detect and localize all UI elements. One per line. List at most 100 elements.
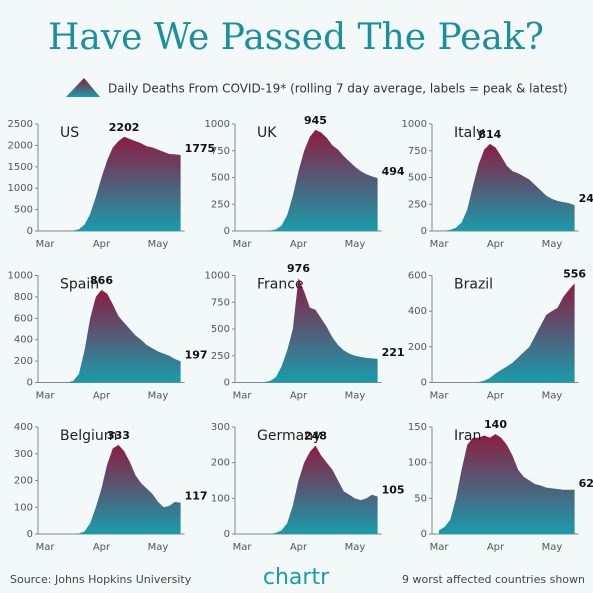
area (242, 445, 378, 534)
y-tick-label: 200 (14, 356, 33, 367)
y-tick-label: 0 (421, 529, 427, 540)
country-name: Germany (257, 428, 321, 444)
peak-label: 866 (90, 274, 113, 287)
y-tick-label: 600 (14, 313, 33, 324)
y-tick-label: 0 (224, 226, 230, 237)
y-tick-label: 600 (408, 271, 427, 282)
latest-label: 62 (579, 477, 593, 490)
y-tick-label: 150 (408, 422, 427, 433)
x-tick-label: Apr (487, 391, 505, 402)
y-tick-label: 750 (408, 146, 427, 157)
x-tick-label: Mar (36, 391, 56, 402)
y-tick-label: 500 (211, 324, 230, 335)
peak-label: 333 (107, 429, 130, 442)
y-tick-label: 200 (408, 342, 427, 353)
latest-label: 117 (185, 490, 208, 503)
x-tick-label: May (148, 542, 169, 553)
x-tick-label: Mar (233, 391, 253, 402)
x-tick-label: May (148, 391, 169, 402)
y-tick-label: 0 (224, 529, 230, 540)
x-tick-label: Apr (93, 542, 111, 553)
y-tick-label: 500 (408, 173, 427, 184)
y-tick-label: 750 (211, 146, 230, 157)
small-multiple: 0 250 500 750 1000 Mar Apr May France 976 221 (205, 262, 405, 401)
y-tick-label: 250 (211, 199, 230, 210)
latest-label: 221 (382, 346, 405, 359)
note: 9 worst affected countries shown (402, 573, 585, 586)
x-tick-label: Mar (36, 542, 56, 553)
x-tick-label: Mar (430, 542, 450, 553)
x-tick-label: May (345, 542, 366, 553)
y-tick-label: 400 (14, 335, 33, 346)
latest-label: 241 (579, 192, 593, 205)
x-tick-label: Apr (93, 239, 111, 250)
brand: chartr (263, 565, 330, 590)
y-tick-label: 2000 (8, 140, 33, 151)
source: Source: Johns Hopkins University (10, 573, 192, 586)
country-name: US (60, 125, 79, 141)
y-tick-label: 300 (14, 449, 33, 460)
country-name: Brazil (454, 277, 493, 293)
peak-label: 814 (478, 128, 501, 141)
x-tick-label: May (345, 391, 366, 402)
x-tick-label: May (345, 239, 366, 250)
x-tick-label: May (148, 239, 169, 250)
x-tick-label: Apr (487, 542, 505, 553)
y-tick-label: 2500 (8, 119, 33, 130)
y-tick-label: 250 (408, 199, 427, 210)
y-tick-label: 750 (211, 297, 230, 308)
y-tick-label: 400 (14, 422, 33, 433)
country-name: France (257, 277, 304, 293)
peak-label: 556 (563, 267, 586, 280)
y-tick-label: 1000 (205, 271, 230, 282)
y-tick-label: 0 (27, 378, 33, 389)
small-multiple: 0 200 400 600 Mar Apr May Brazil 556 (408, 267, 587, 401)
area (242, 278, 378, 383)
y-tick-label: 1000 (8, 183, 33, 194)
x-tick-label: Apr (487, 239, 505, 250)
x-tick-label: May (542, 391, 563, 402)
y-tick-label: 1000 (402, 119, 427, 130)
y-tick-label: 200 (14, 476, 33, 487)
peak-label: 945 (304, 114, 327, 127)
y-tick-label: 1000 (8, 271, 33, 282)
latest-label: 494 (382, 165, 405, 178)
small-multiple: 0 250 500 750 1000 Mar Apr May UK 945 494 (205, 114, 405, 250)
x-tick-label: Apr (290, 391, 308, 402)
x-tick-label: Mar (233, 239, 253, 250)
area (45, 136, 181, 231)
country-name: Italy (454, 125, 484, 141)
country-name: Iran (454, 428, 481, 444)
x-tick-label: Apr (290, 542, 308, 553)
area (242, 129, 378, 231)
y-tick-label: 500 (14, 205, 33, 216)
latest-label: 105 (382, 484, 405, 497)
y-tick-label: 1000 (205, 119, 230, 130)
y-tick-label: 100 (14, 502, 33, 513)
country-name: Spain (60, 277, 99, 293)
y-tick-label: 0 (224, 378, 230, 389)
peak-label: 248 (304, 430, 327, 443)
area (45, 444, 181, 534)
y-tick-label: 500 (211, 173, 230, 184)
area (439, 283, 575, 383)
x-tick-label: May (542, 239, 563, 250)
country-name: Belgium (60, 428, 117, 444)
y-tick-label: 0 (27, 226, 33, 237)
x-tick-label: May (542, 542, 563, 553)
latest-label: 1775 (185, 142, 216, 155)
x-tick-label: Apr (93, 391, 111, 402)
title: Have We Passed The Peak? (48, 17, 544, 58)
small-multiple: 0 500 1000 1500 2000 2500 Mar Apr May US 2202 1775 (8, 119, 216, 250)
x-tick-label: Mar (36, 239, 56, 250)
legend-icon (66, 78, 100, 97)
y-tick-label: 0 (421, 378, 427, 389)
y-tick-label: 800 (14, 292, 33, 303)
